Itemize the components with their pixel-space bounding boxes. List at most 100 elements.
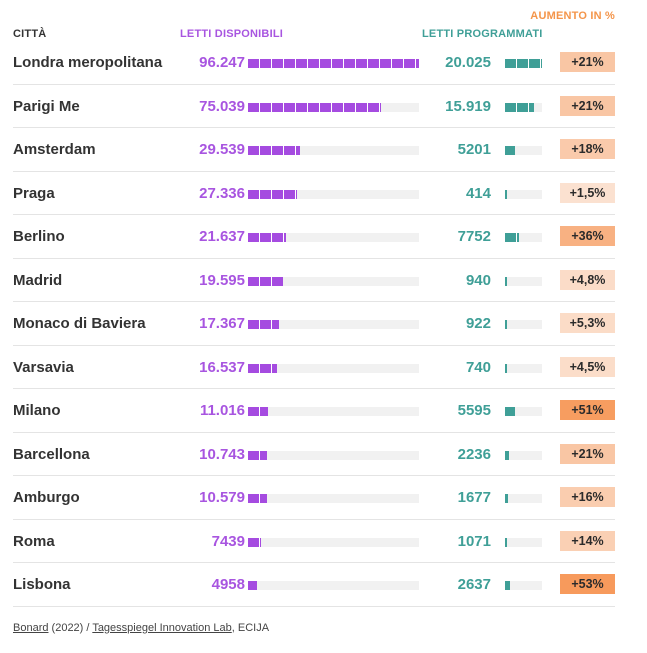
available-bar-track bbox=[248, 146, 419, 155]
available-bar-track bbox=[248, 494, 419, 503]
planned-beds-value: 5595 bbox=[457, 402, 491, 419]
city-name: Roma bbox=[13, 532, 55, 550]
table-body: Londra meropolitana 96.247 20.025 +21% Parig… bbox=[0, 41, 647, 607]
table-row: Amburgo 10.579 1677 +16% bbox=[13, 476, 615, 520]
planned-bar bbox=[505, 363, 507, 373]
available-bar bbox=[248, 276, 283, 286]
planned-beds-value: 1677 bbox=[457, 489, 491, 506]
planned-beds-value: 15.919 bbox=[445, 97, 491, 115]
city-name: Amsterdam bbox=[13, 141, 96, 158]
city-name: Berlino bbox=[13, 228, 65, 245]
planned-beds-value: 414 bbox=[465, 184, 491, 202]
planned-bar bbox=[505, 494, 509, 503]
increase-badge: +21% bbox=[560, 95, 615, 116]
source-link-tagesspiegel[interactable]: Tagesspiegel Innovation Lab bbox=[92, 622, 232, 634]
planned-bar bbox=[505, 276, 507, 286]
increase-badge: +21% bbox=[560, 443, 615, 464]
available-bar bbox=[248, 494, 267, 503]
source-note: Bonard (2022) / Tagesspiegel Innovation … bbox=[13, 622, 269, 634]
planned-bar bbox=[505, 146, 515, 155]
planned-bar bbox=[505, 581, 510, 590]
available-bar bbox=[248, 59, 419, 68]
available-bar bbox=[248, 189, 297, 199]
increase-badge: +14% bbox=[560, 530, 615, 551]
increase-badge: +4,5% bbox=[560, 356, 615, 377]
available-beds-value: 21.637 bbox=[199, 228, 245, 245]
table-row: Parigi Me 75.039 15.919 +21% bbox=[13, 85, 615, 128]
table-row: Berlino 21.637 7752 +36% bbox=[13, 215, 615, 259]
table-row: Barcellona 10.743 2236 +21% bbox=[13, 433, 615, 476]
available-bar-track bbox=[248, 537, 419, 547]
planned-bar-track bbox=[505, 146, 542, 155]
source-text-ecija: , ECIJA bbox=[231, 622, 270, 634]
planned-bar-track bbox=[505, 581, 542, 590]
city-name: Varsavia bbox=[13, 358, 74, 376]
planned-bar bbox=[505, 189, 507, 199]
table-row: Praga 27.336 414 +1,5% bbox=[13, 172, 615, 215]
planned-beds-value: 20.025 bbox=[445, 54, 491, 71]
planned-bar-track bbox=[505, 494, 542, 503]
available-bar-track bbox=[248, 407, 419, 416]
available-beds-value: 19.595 bbox=[199, 271, 245, 289]
available-beds-value: 11.016 bbox=[199, 402, 245, 419]
planned-beds-value: 2236 bbox=[457, 445, 491, 463]
city-name: Praga bbox=[13, 184, 55, 202]
available-beds-value: 29.539 bbox=[199, 141, 245, 158]
available-beds-value: 75.039 bbox=[199, 97, 245, 115]
planned-bar-track bbox=[505, 537, 542, 547]
city-name: Parigi Me bbox=[13, 97, 80, 115]
planned-beds-value: 7752 bbox=[457, 228, 491, 245]
planned-beds-value: 2637 bbox=[457, 576, 491, 593]
planned-bar-track bbox=[505, 320, 542, 329]
available-bar-track bbox=[248, 581, 419, 590]
planned-beds-value: 922 bbox=[465, 315, 491, 332]
header-available-beds: LETTI DISPONIBILI bbox=[180, 28, 284, 40]
planned-bar-track bbox=[505, 189, 542, 199]
increase-badge: +51% bbox=[560, 400, 615, 420]
planned-bar bbox=[505, 233, 520, 242]
header-increase: AUMENTO IN % bbox=[530, 10, 615, 22]
available-bar-track bbox=[248, 102, 419, 112]
available-beds-value: 7439 bbox=[211, 532, 245, 550]
planned-bar-track bbox=[505, 363, 542, 373]
available-bar-track bbox=[248, 189, 419, 199]
available-bar bbox=[248, 363, 278, 373]
available-bar-track bbox=[248, 59, 419, 68]
city-name: Londra meropolitana bbox=[13, 54, 163, 71]
table-row: Milano 11.016 5595 +51% bbox=[13, 389, 615, 433]
planned-bar bbox=[505, 59, 542, 68]
planned-beds-value: 1071 bbox=[457, 532, 491, 550]
city-name: Amburgo bbox=[13, 489, 80, 506]
city-name: Milano bbox=[13, 402, 61, 419]
planned-bar-track bbox=[505, 102, 542, 112]
table-row: Madrid 19.595 940 +4,8% bbox=[13, 259, 615, 302]
header-city: CITTÀ bbox=[13, 28, 47, 40]
available-bar-track bbox=[248, 233, 419, 242]
increase-badge: +36% bbox=[560, 226, 615, 246]
increase-badge: +53% bbox=[560, 574, 615, 594]
source-text-year: (2022) / bbox=[48, 622, 93, 634]
planned-bar-track bbox=[505, 276, 542, 286]
available-beds-value: 16.537 bbox=[199, 358, 245, 376]
planned-beds-value: 940 bbox=[465, 271, 491, 289]
city-name: Barcellona bbox=[13, 445, 90, 463]
available-bar bbox=[248, 450, 268, 460]
available-bar bbox=[248, 102, 382, 112]
planned-beds-value: 740 bbox=[465, 358, 491, 376]
available-bar-track bbox=[248, 363, 419, 373]
city-name: Madrid bbox=[13, 271, 63, 289]
city-name: Lisbona bbox=[13, 576, 71, 593]
planned-bar-track bbox=[505, 233, 542, 242]
available-beds-value: 17.367 bbox=[199, 315, 245, 332]
planned-bar bbox=[505, 450, 510, 460]
increase-badge: +16% bbox=[560, 487, 615, 507]
table-row: Londra meropolitana 96.247 20.025 +21% bbox=[13, 41, 615, 85]
planned-bar bbox=[505, 537, 507, 547]
planned-beds-value: 5201 bbox=[457, 141, 491, 158]
available-bar bbox=[248, 407, 268, 416]
table-row: Monaco di Baviera 17.367 922 +5,3% bbox=[13, 302, 615, 346]
planned-bar bbox=[505, 102, 535, 112]
source-link-bonard[interactable]: Bonard bbox=[13, 622, 49, 634]
available-bar bbox=[248, 146, 301, 155]
available-beds-value: 10.743 bbox=[199, 445, 245, 463]
